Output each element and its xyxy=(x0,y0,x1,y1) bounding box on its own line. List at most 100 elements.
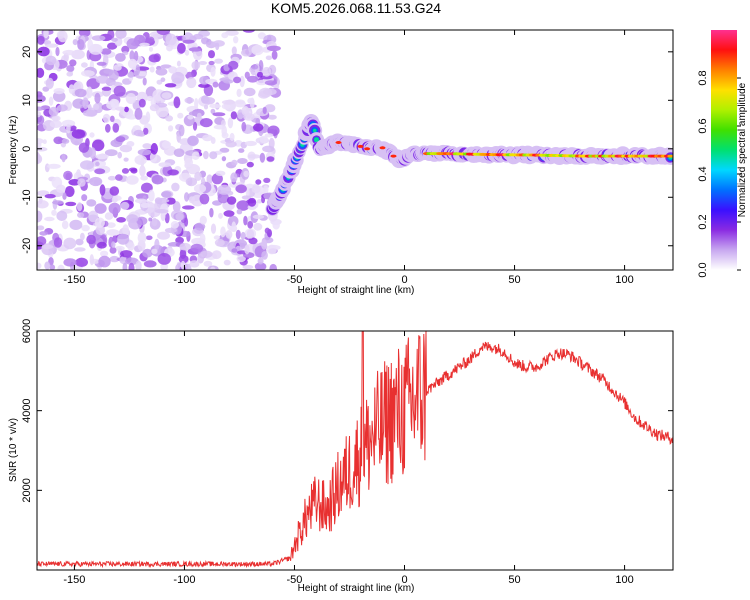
noise-blob xyxy=(80,232,85,241)
noise-blob xyxy=(66,123,71,134)
noise-blob xyxy=(56,104,68,112)
noise-blob xyxy=(151,217,158,227)
noise-blob xyxy=(107,30,115,40)
noise-blob xyxy=(168,125,174,132)
noise-blob xyxy=(109,247,117,254)
noise-blob xyxy=(137,232,147,244)
noise-blob xyxy=(61,220,69,230)
noise-blob xyxy=(214,239,225,247)
noise-blob xyxy=(55,184,66,193)
noise-blob xyxy=(164,212,170,224)
y-tick-label: 20 xyxy=(21,46,33,58)
noise-blob xyxy=(214,58,224,64)
noise-blob xyxy=(135,260,142,270)
noise-blob xyxy=(223,79,234,84)
noise-blob xyxy=(259,152,266,163)
noise-blob xyxy=(37,115,45,125)
noise-blob xyxy=(72,98,86,109)
y-tick-label: 0 xyxy=(21,146,33,152)
noise-blob xyxy=(160,64,172,69)
noise-blob xyxy=(109,186,120,196)
x-tick-label: -100 xyxy=(173,274,195,286)
noise-blob xyxy=(223,210,235,217)
noise-blob xyxy=(37,94,46,103)
noise-blob xyxy=(148,54,160,63)
noise-blob xyxy=(45,77,54,89)
noise-blob xyxy=(231,221,237,232)
noise-blob xyxy=(161,191,172,198)
noise-blob xyxy=(111,37,118,42)
noise-blob xyxy=(121,45,130,54)
noise-blob xyxy=(126,38,140,50)
noise-blob xyxy=(256,108,269,117)
noise-blob xyxy=(145,111,151,123)
noise-blob xyxy=(266,45,281,52)
noise-blob xyxy=(177,112,184,119)
y-tick-label: 10 xyxy=(21,94,33,106)
noise-blob xyxy=(218,212,223,219)
noise-blob xyxy=(130,168,138,174)
noise-blob xyxy=(247,154,261,159)
noise-blob xyxy=(228,60,239,70)
noise-blob xyxy=(236,88,242,98)
noise-blob xyxy=(237,158,248,164)
noise-blob xyxy=(37,236,47,247)
noise-blob xyxy=(92,139,105,152)
noise-blob xyxy=(240,48,252,57)
noise-blob xyxy=(102,113,111,123)
x-tick-label: 100 xyxy=(615,574,633,586)
noise-blob xyxy=(242,30,255,33)
noise-blob xyxy=(80,160,94,170)
noise-blob xyxy=(199,215,207,225)
noise-blob xyxy=(64,186,75,197)
noise-blob xyxy=(190,243,204,253)
noise-blob xyxy=(37,210,43,223)
noise-blob xyxy=(262,88,277,96)
noise-blob xyxy=(227,215,239,227)
noise-blob xyxy=(106,229,120,236)
snr-frame xyxy=(36,330,674,571)
noise-blob xyxy=(94,203,107,214)
noise-blob xyxy=(107,175,117,181)
x-tick-label: -50 xyxy=(287,274,303,286)
noise-blob xyxy=(225,30,239,36)
noise-blob xyxy=(186,77,197,89)
noise-blob xyxy=(188,47,203,52)
snr-x-label: Height of straight line (km) xyxy=(298,583,415,594)
noise-blob xyxy=(196,112,202,119)
noise-blob xyxy=(133,50,139,62)
noise-blob xyxy=(65,201,77,207)
noise-blob xyxy=(37,138,44,145)
noise-blob xyxy=(210,66,216,77)
noise-blob xyxy=(209,151,218,160)
ridge-peak xyxy=(390,154,397,158)
y-tick-label: -10 xyxy=(21,189,33,205)
noise-blob xyxy=(170,221,179,229)
noise-blob xyxy=(164,83,177,88)
noise-blob xyxy=(229,132,235,142)
noise-blob xyxy=(182,39,195,44)
colorbar-tick-label: 0.0 xyxy=(697,262,709,277)
noise-blob xyxy=(123,157,129,162)
noise-blob xyxy=(141,182,153,193)
noise-blob xyxy=(95,225,106,236)
noise-blob xyxy=(115,136,126,143)
noise-blob xyxy=(155,68,168,76)
noise-blob xyxy=(42,139,47,145)
noise-blob xyxy=(220,226,226,238)
noise-blob xyxy=(210,108,216,115)
noise-blob xyxy=(157,231,170,240)
noise-blob xyxy=(45,55,57,66)
spectrogram-y-axis: -20 -10 0 10 20 xyxy=(21,46,673,254)
x-tick-label: 0 xyxy=(401,574,407,586)
noise-blob xyxy=(91,35,106,41)
noise-blob xyxy=(143,127,149,135)
noise-blob xyxy=(175,236,185,244)
noise-blob xyxy=(98,255,111,268)
noise-blob xyxy=(193,200,200,207)
noise-blob xyxy=(243,215,248,226)
noise-blob xyxy=(37,262,42,269)
noise-blob xyxy=(263,185,269,195)
